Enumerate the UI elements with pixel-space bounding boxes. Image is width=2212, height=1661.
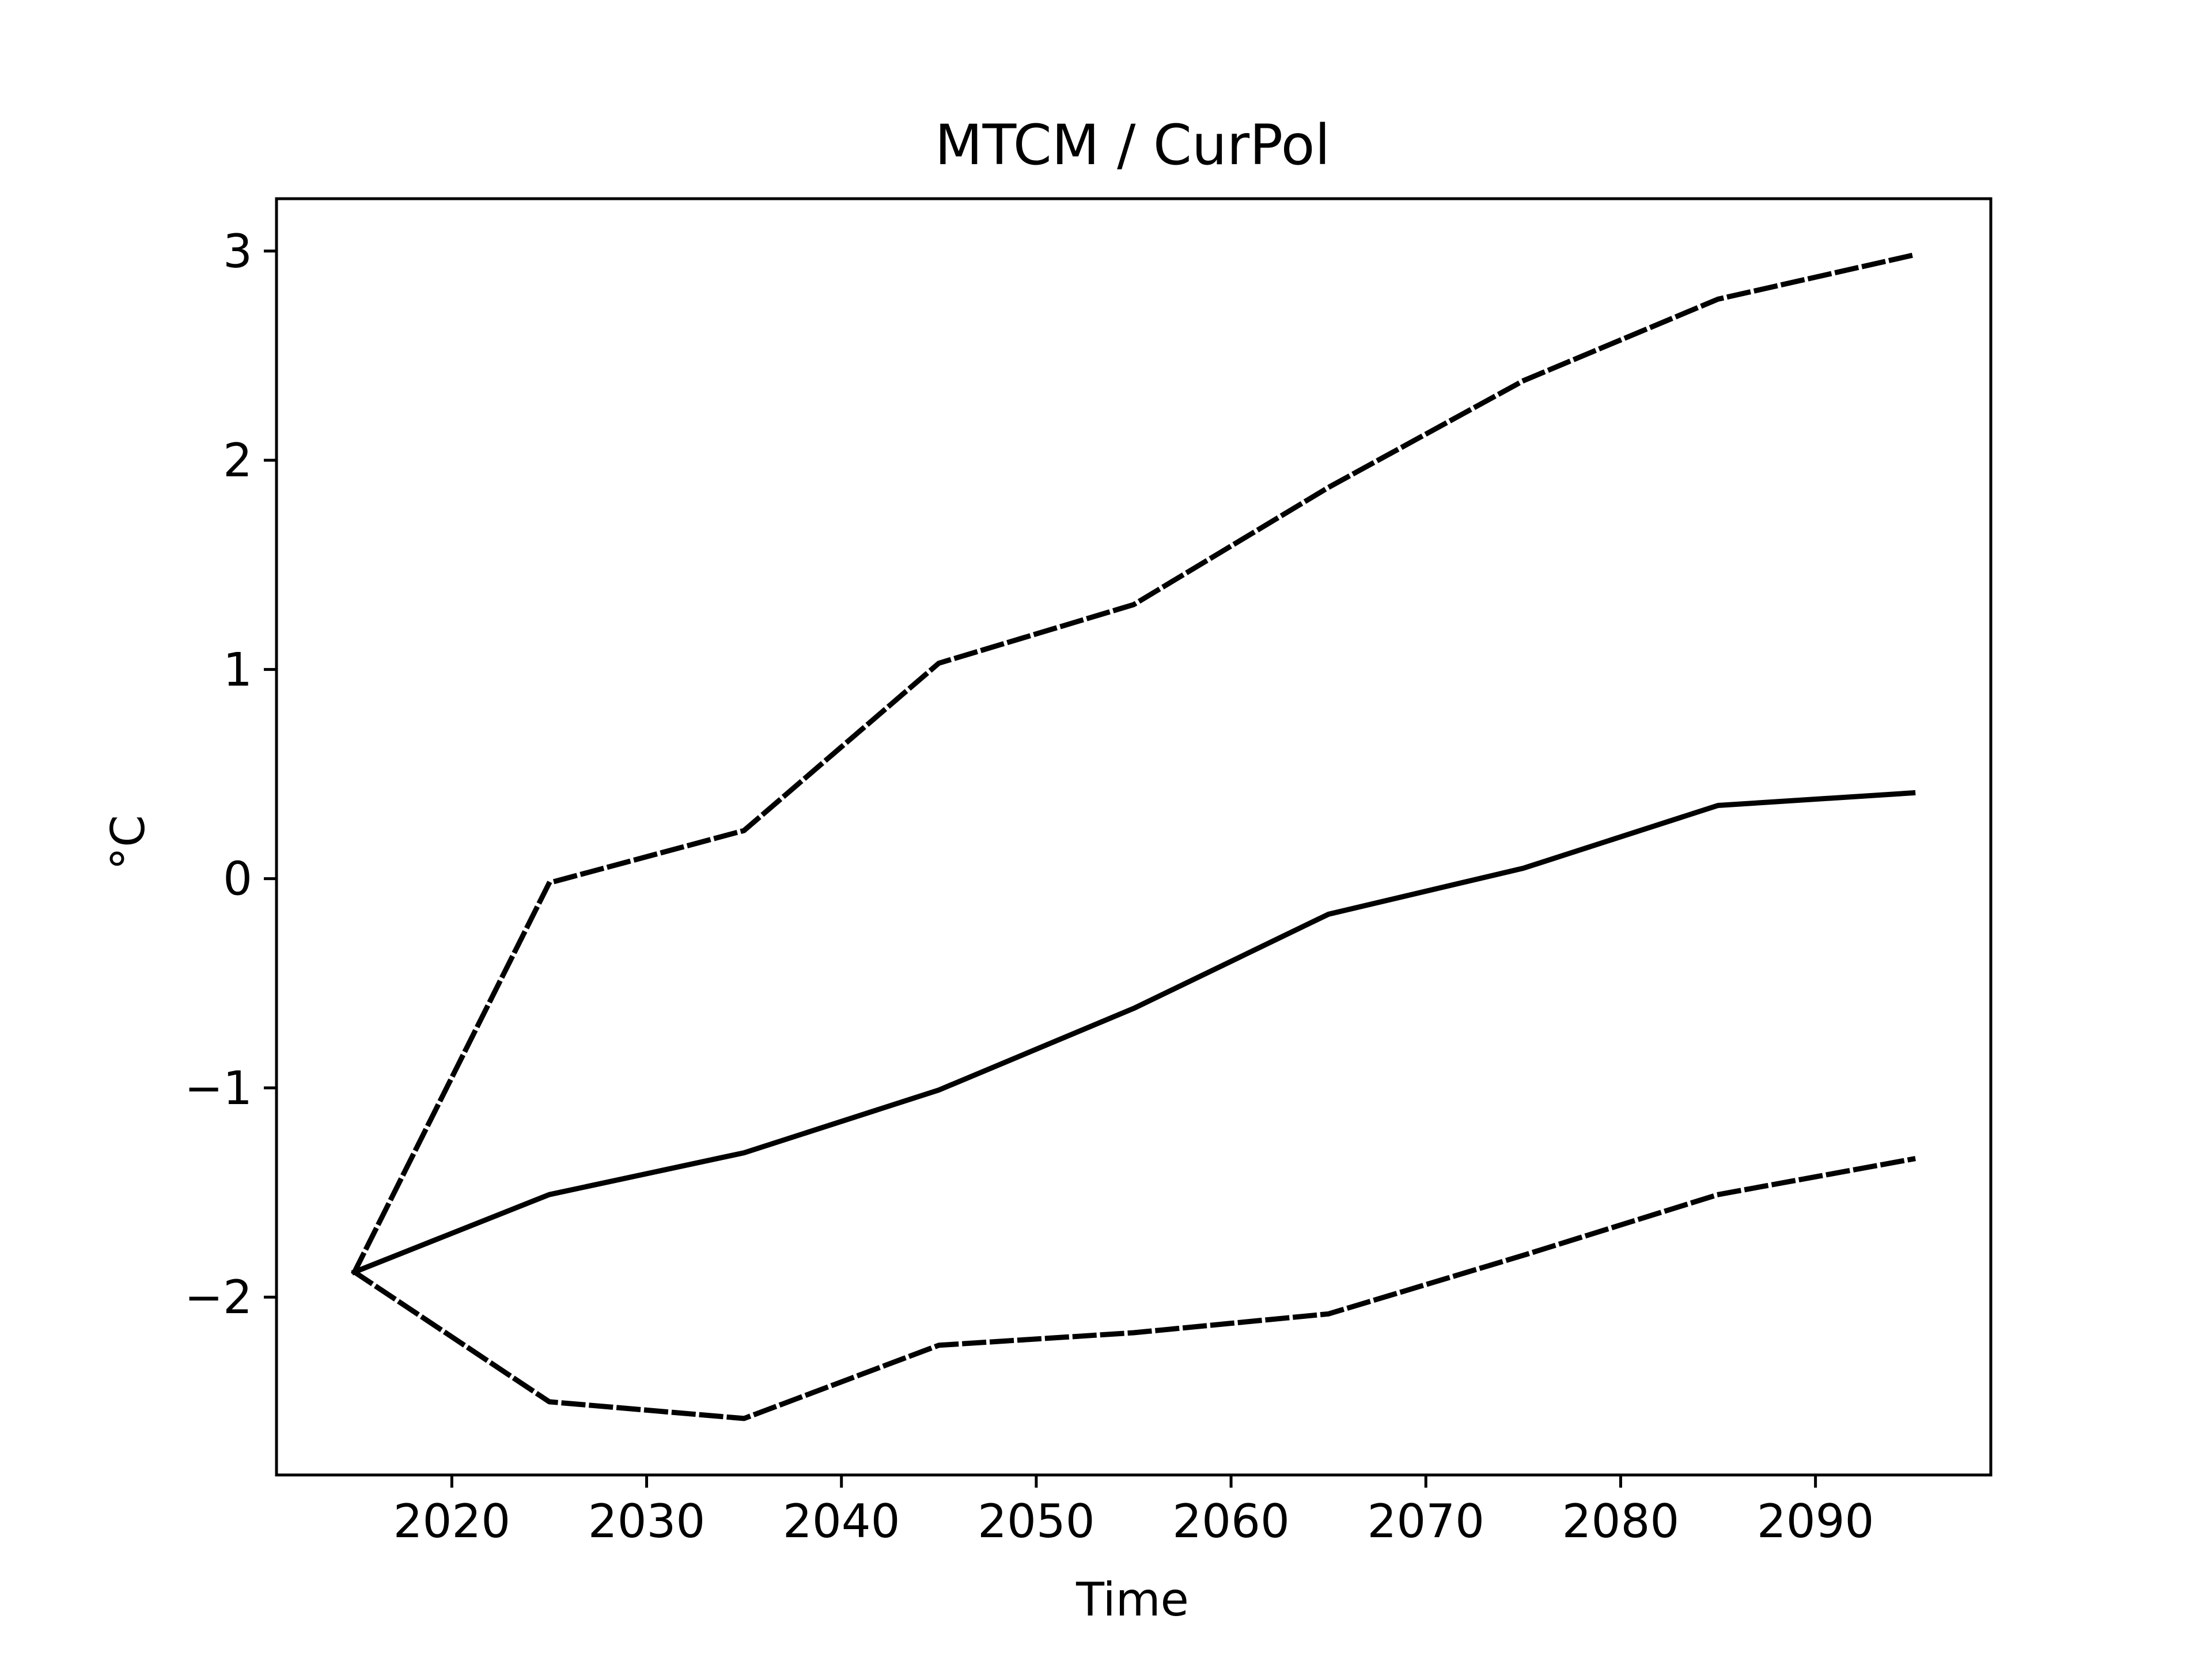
x-axis-ticks: 2020 2030 2040 2050 2060 2070 2080 2090 xyxy=(393,1475,1874,1548)
x-tick-label: 2030 xyxy=(588,1495,706,1548)
y-tick-label: −2 xyxy=(184,1271,252,1324)
x-tick-label: 2040 xyxy=(783,1495,900,1548)
y-axis-label: °C xyxy=(101,815,155,870)
x-axis-label: Time xyxy=(1075,1573,1189,1626)
y-tick-label: 2 xyxy=(223,434,252,487)
y-tick-label: −1 xyxy=(184,1061,252,1115)
x-tick-label: 2080 xyxy=(1562,1495,1680,1548)
x-tick-label: 2050 xyxy=(978,1495,1095,1548)
x-tick-label: 2060 xyxy=(1172,1495,1290,1548)
y-tick-label: 0 xyxy=(223,852,252,906)
y-axis-ticks: −2 −1 0 1 2 3 xyxy=(184,225,276,1324)
y-tick-label: 3 xyxy=(223,225,252,278)
x-tick-label: 2020 xyxy=(393,1495,511,1548)
series-line-lower xyxy=(351,1156,1916,1421)
series-line-upper xyxy=(351,252,1916,1276)
y-tick-label: 1 xyxy=(223,643,252,696)
x-tick-label: 2090 xyxy=(1757,1495,1874,1548)
series-line-median xyxy=(351,790,1916,1276)
x-tick-label: 2070 xyxy=(1367,1495,1484,1548)
chart-title: MTCM / CurPol xyxy=(935,113,1330,177)
series-layer xyxy=(351,252,1916,1421)
plot-area-frame xyxy=(275,197,1993,1477)
